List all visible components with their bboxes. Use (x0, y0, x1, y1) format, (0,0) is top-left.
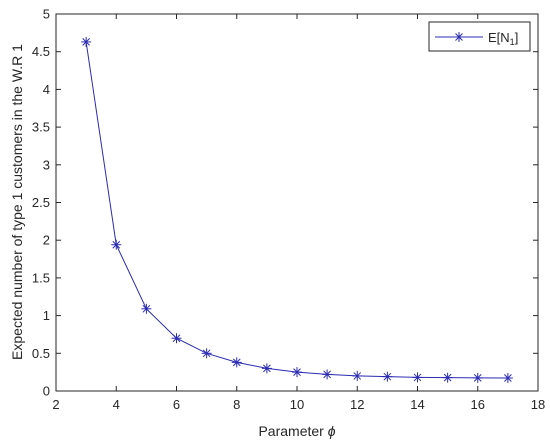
legend-marker (454, 32, 464, 42)
data-point (261, 363, 272, 374)
x-tick-label: 18 (531, 397, 545, 412)
y-tick-label: 1 (43, 308, 50, 323)
y-tick-label: 5 (43, 7, 50, 22)
y-axis-ticks: 0 0.5 1 1.5 2 2.5 3 3.5 4 4.5 5 (32, 7, 538, 399)
data-point (171, 333, 182, 344)
data-point (382, 371, 393, 382)
legend-label: E[N1] (488, 30, 518, 47)
data-point (141, 303, 152, 314)
y-tick-label: 4.5 (32, 44, 50, 59)
data-point (352, 370, 363, 381)
y-tick-label: 4 (43, 82, 50, 97)
x-axis-label-text: Parameter (258, 423, 327, 439)
x-tick-label: 16 (471, 397, 485, 412)
x-axis-label-symbol: ϕ (328, 423, 336, 439)
plot-area (55, 13, 539, 392)
data-point (412, 372, 423, 383)
x-axis-ticks: 2 4 6 8 10 12 14 16 18 (52, 14, 545, 412)
x-tick-label: 14 (410, 397, 424, 412)
x-tick-label: 8 (233, 397, 240, 412)
x-tick-label: 6 (173, 397, 180, 412)
x-tick-label: 10 (290, 397, 304, 412)
data-point (111, 239, 122, 250)
y-tick-label: 3 (43, 157, 50, 172)
data-point (502, 373, 513, 384)
y-tick-label: 1.5 (32, 270, 50, 285)
data-point (472, 372, 483, 383)
data-point (81, 36, 92, 47)
data-point (322, 369, 333, 380)
data-point (442, 372, 453, 383)
x-tick-label: 12 (350, 397, 364, 412)
y-tick-label: 3.5 (32, 120, 50, 135)
legend-label-main: E[N (488, 30, 510, 45)
y-axis-label: Expected number of type 1 customers in t… (9, 44, 25, 360)
legend: E[N1] (428, 21, 531, 52)
y-tick-label: 0 (43, 384, 50, 399)
y-tick-label: 0.5 (32, 346, 50, 361)
legend-label-close: ] (515, 30, 519, 45)
data-point (201, 348, 212, 359)
y-tick-label: 2.5 (32, 195, 50, 210)
x-tick-label: 2 (52, 397, 59, 412)
x-axis-label: Parameter ϕ (258, 423, 335, 439)
x-tick-label: 4 (113, 397, 120, 412)
data-point (231, 357, 242, 368)
legend-label-sub: 1 (510, 37, 515, 47)
series-layer (81, 36, 513, 384)
data-point (292, 367, 302, 378)
y-tick-label: 2 (43, 233, 50, 248)
